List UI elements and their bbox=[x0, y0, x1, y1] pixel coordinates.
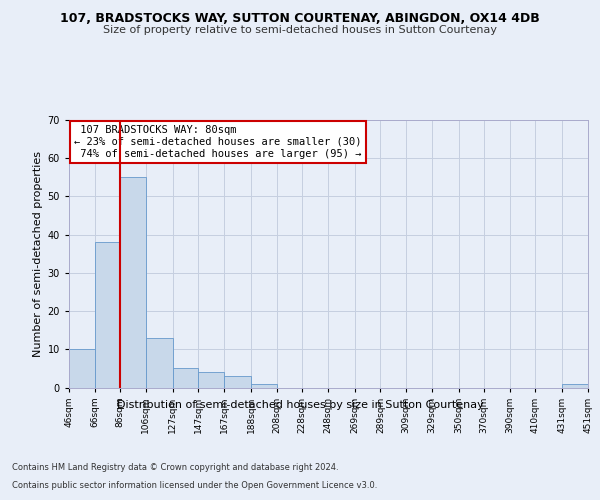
Y-axis label: Number of semi-detached properties: Number of semi-detached properties bbox=[34, 151, 43, 357]
Bar bbox=[224, 376, 251, 388]
Text: Size of property relative to semi-detached houses in Sutton Courtenay: Size of property relative to semi-detach… bbox=[103, 25, 497, 35]
Bar bbox=[199, 372, 224, 388]
Text: Contains public sector information licensed under the Open Government Licence v3: Contains public sector information licen… bbox=[12, 481, 377, 490]
Text: Contains HM Land Registry data © Crown copyright and database right 2024.: Contains HM Land Registry data © Crown c… bbox=[12, 464, 338, 472]
Bar bbox=[562, 384, 588, 388]
Bar bbox=[95, 242, 120, 388]
Bar bbox=[120, 178, 146, 388]
Bar bbox=[69, 350, 95, 388]
Text: 107, BRADSTOCKS WAY, SUTTON COURTENAY, ABINGDON, OX14 4DB: 107, BRADSTOCKS WAY, SUTTON COURTENAY, A… bbox=[60, 12, 540, 26]
Text: Distribution of semi-detached houses by size in Sutton Courtenay: Distribution of semi-detached houses by … bbox=[116, 400, 484, 410]
Bar bbox=[173, 368, 199, 388]
Bar bbox=[146, 338, 173, 388]
Bar bbox=[251, 384, 277, 388]
Text: 107 BRADSTOCKS WAY: 80sqm
← 23% of semi-detached houses are smaller (30)
 74% of: 107 BRADSTOCKS WAY: 80sqm ← 23% of semi-… bbox=[74, 126, 362, 158]
